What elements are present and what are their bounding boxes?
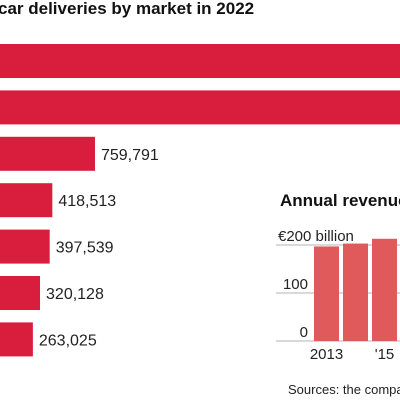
- revenue-y-tick-label: €200 billion: [278, 228, 354, 245]
- revenue-bar: [314, 246, 339, 341]
- deliveries-value-label: 397,539: [56, 240, 114, 257]
- deliveries-chart-title: car deliveries by market in 2022: [0, 0, 254, 18]
- deliveries-value-label: 263,025: [39, 332, 97, 349]
- deliveries-value-label: 320,128: [46, 286, 104, 303]
- deliveries-value-label: 418,513: [58, 193, 116, 210]
- deliveries-value-label: 759,791: [101, 147, 159, 164]
- deliveries-bar: [0, 90, 400, 125]
- deliveries-bar: [0, 229, 50, 264]
- revenue-bar: [343, 243, 368, 341]
- deliveries-bar: [0, 183, 53, 218]
- revenue-inset: Annual revenue 0 100 €200 billion 2013 '15: [270, 178, 400, 363]
- revenue-x-tick-label: 2013: [310, 346, 343, 363]
- deliveries-bars: [0, 44, 400, 357]
- revenue-x-tick-labels: 2013 '15: [310, 346, 394, 363]
- deliveries-bar: [0, 44, 400, 78]
- revenue-bars: [314, 238, 397, 341]
- revenue-x-tick-label: '15: [375, 346, 395, 363]
- deliveries-bar: [0, 276, 41, 310]
- deliveries-bar: [0, 136, 95, 171]
- deliveries-value-labels: 759,791 418,513 397,539 320,128 263,025: [39, 147, 159, 350]
- revenue-chart-title: Annual revenue: [280, 191, 400, 210]
- revenue-y-tick-labels: 0 100 €200 billion: [278, 228, 354, 341]
- source-note: Sources: the company: [288, 382, 400, 397]
- revenue-y-tick-label: 100: [283, 276, 308, 293]
- revenue-y-tick-label: 0: [300, 324, 308, 341]
- deliveries-bar: [0, 322, 33, 357]
- revenue-bar: [372, 238, 397, 341]
